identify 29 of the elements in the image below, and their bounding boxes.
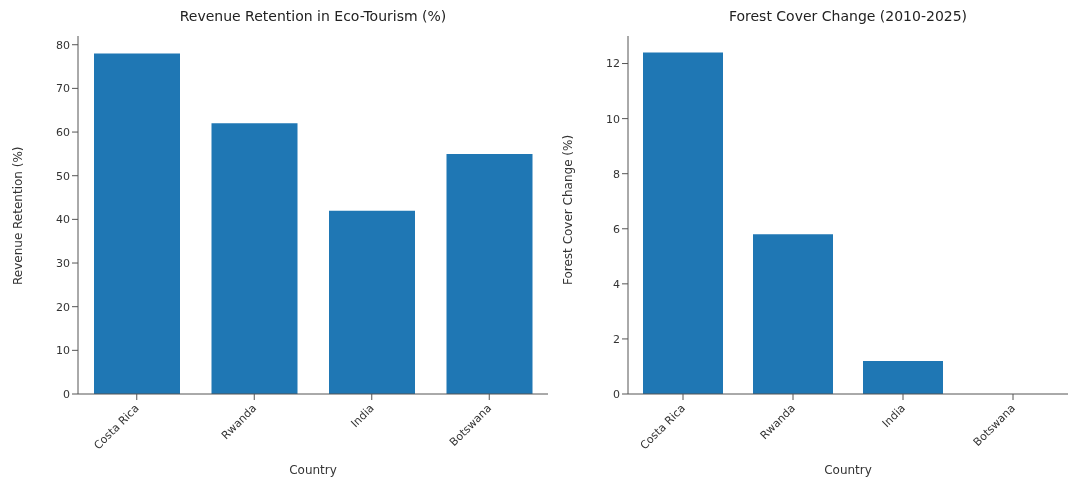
bar — [94, 53, 180, 394]
y-tick-label: 6 — [613, 222, 620, 236]
y-tick-label: 40 — [56, 213, 70, 227]
y-axis-title: Forest Cover Change (%) — [561, 134, 576, 285]
y-tick-label: 50 — [56, 169, 70, 183]
y-tick-label: 0 — [613, 387, 620, 401]
y-tick-label: 4 — [613, 277, 620, 291]
y-tick-label: 20 — [56, 300, 70, 314]
y-tick-label: 2 — [613, 332, 620, 346]
bar — [211, 123, 298, 394]
bar — [446, 153, 533, 394]
y-tick-label: 80 — [56, 38, 70, 52]
y-axis-title: Revenue Retention (%) — [11, 146, 26, 285]
y-tick-label: 10 — [56, 344, 70, 358]
x-axis-title: Country — [289, 463, 337, 477]
y-tick-label: 30 — [56, 256, 70, 270]
bar — [863, 360, 943, 394]
bar — [643, 52, 723, 394]
bar — [329, 210, 415, 394]
x-axis-title: Country — [824, 463, 872, 477]
bar — [753, 234, 833, 394]
y-tick-label: 0 — [63, 387, 70, 401]
chart-title: Revenue Retention in Eco-Tourism (%) — [178, 8, 448, 26]
y-tick-label: 10 — [606, 112, 620, 126]
y-tick-label: 60 — [56, 125, 70, 139]
chart-title: Forest Cover Change (2010-2025) — [727, 8, 969, 26]
y-tick-label: 8 — [613, 167, 620, 181]
y-tick-label: 70 — [56, 82, 70, 96]
y-tick-label: 12 — [606, 57, 620, 71]
